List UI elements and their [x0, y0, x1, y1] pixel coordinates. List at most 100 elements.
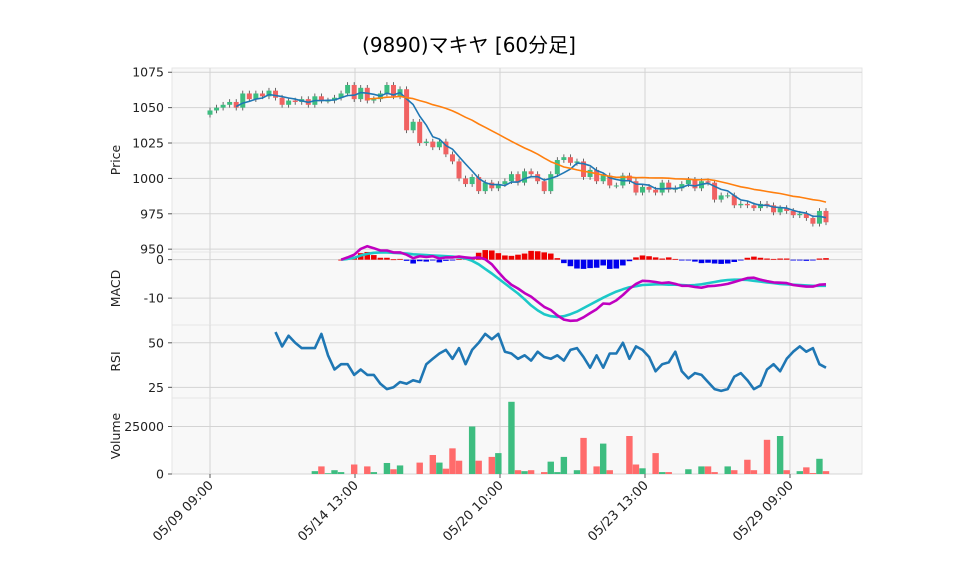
macd-hist-bar [770, 258, 777, 260]
candle [508, 174, 514, 182]
volume-bar [639, 468, 646, 474]
candle [436, 141, 442, 148]
candle [718, 195, 724, 200]
candle [725, 195, 731, 197]
price-ytick-label: 975 [140, 206, 164, 221]
candle [790, 210, 796, 216]
candle [502, 181, 508, 185]
volume-bar [547, 461, 554, 474]
candle [731, 195, 737, 206]
macd-hist-bar [731, 259, 738, 262]
volume-bar [331, 470, 338, 474]
macd-hist-bar [810, 259, 816, 261]
candle [646, 186, 652, 190]
candle [266, 90, 272, 97]
candle [522, 171, 528, 183]
candle [292, 100, 298, 102]
macd-hist-bar [449, 259, 456, 261]
volume-bar [606, 470, 613, 474]
ma-short-line [235, 91, 827, 219]
candle [410, 121, 416, 131]
candle [541, 181, 547, 192]
candle [456, 161, 462, 179]
candle [640, 186, 646, 193]
candle [554, 160, 560, 175]
volume-axis-label: Volume [108, 412, 123, 459]
volume-bar [429, 455, 437, 474]
candle [548, 174, 554, 192]
volume-series [311, 401, 830, 474]
volume-bar [370, 472, 378, 474]
candle [633, 181, 639, 193]
macd-hist-bar [659, 258, 665, 260]
macd-hist-bar [488, 250, 495, 260]
macd-hist-bar [738, 259, 744, 261]
price-ytick-label: 1075 [132, 65, 164, 80]
rsi-ytick-label: 25 [148, 380, 164, 395]
macd-hist-bar [416, 259, 423, 262]
candle [482, 182, 488, 192]
macd-hist-bar [823, 258, 829, 260]
candle [332, 97, 338, 101]
candle [253, 93, 259, 100]
candle [423, 141, 429, 144]
volume-bar [527, 470, 535, 474]
candle [685, 179, 691, 185]
macd-series [338, 244, 829, 323]
volume-bar [822, 471, 830, 474]
volume-bar [364, 466, 371, 474]
candle [535, 174, 541, 182]
volume-bar [554, 472, 561, 474]
macd-hist-bar [639, 255, 646, 260]
candle [528, 171, 534, 175]
candle [443, 141, 449, 155]
macd-hist-bar [495, 253, 502, 260]
volume-bar [803, 467, 810, 474]
macd-axis-label: MACD [108, 270, 123, 307]
volume-bar [521, 471, 528, 474]
macd-hist-bar [816, 258, 823, 260]
candle [227, 101, 233, 105]
macd-hist-bar [554, 258, 561, 260]
volume-bar [711, 472, 718, 474]
volume-bar [508, 401, 515, 474]
price-axis-label: Price [108, 144, 123, 175]
macd-hist-bar [410, 259, 416, 264]
volume-bar [626, 436, 633, 474]
candle [594, 169, 600, 182]
candle [581, 161, 587, 177]
macd-hist-bar [508, 255, 515, 260]
candle [338, 93, 344, 98]
candle [390, 84, 396, 97]
macd-panel: 0 -10 MACD [108, 251, 863, 326]
candle [744, 203, 750, 206]
rsi-line [274, 331, 827, 393]
volume-bar [599, 443, 607, 474]
macd-hist-bar [515, 254, 521, 260]
macd-hist-bar [377, 257, 384, 260]
volume-bar [560, 456, 568, 474]
price-ytick-label: 1025 [132, 136, 164, 151]
volume-bar [488, 456, 495, 474]
volume-bar [416, 462, 423, 474]
macd-hist-bar [679, 259, 685, 261]
macd-hist-bar [587, 259, 593, 269]
x-tick-label: 05/29 09:00 [730, 478, 797, 545]
macd-line [340, 244, 827, 323]
candle [358, 87, 364, 100]
macd-hist-bar [371, 255, 377, 260]
volume-bar [744, 459, 751, 474]
volume-bar [763, 439, 771, 474]
macd-hist-bar [521, 253, 528, 260]
candle [705, 181, 711, 183]
macd-hist-bar [646, 256, 652, 260]
macd-hist-bar [665, 257, 672, 260]
candle [810, 218, 816, 224]
candle [803, 213, 809, 219]
candle [364, 87, 370, 101]
volume-bar [514, 470, 522, 474]
macd-hist-bar [698, 259, 705, 264]
volume-bar [652, 453, 659, 474]
macd-hist-bar [547, 253, 554, 260]
candle [771, 205, 777, 213]
